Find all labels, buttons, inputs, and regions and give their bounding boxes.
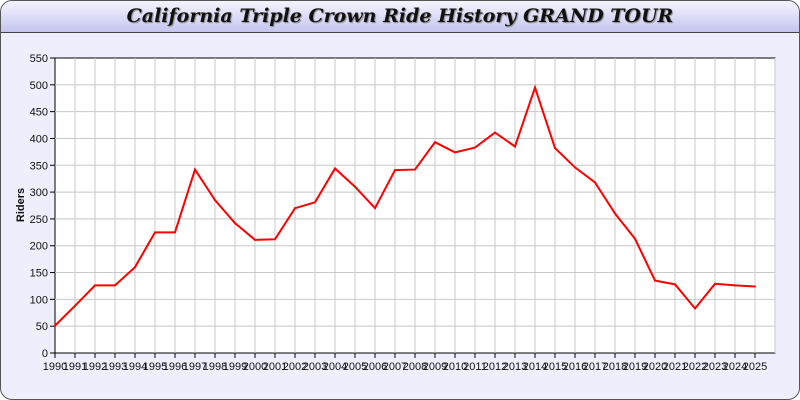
data-point-2019 [634, 237, 636, 240]
data-point-2014 [534, 86, 536, 89]
x-tick-label: 2007 [383, 361, 407, 373]
data-point-2018 [614, 212, 616, 215]
title-bar: California Triple Crown Ride History GRA… [1, 1, 799, 33]
x-tick-label: 2003 [303, 361, 327, 373]
x-tick-label: 2018 [603, 361, 627, 373]
data-point-2021 [674, 283, 676, 286]
grid [55, 58, 776, 353]
data-point-2015 [554, 147, 556, 150]
x-tick-label: 2000 [243, 361, 267, 373]
x-tick-label: 2023 [703, 361, 727, 373]
data-point-1997 [194, 168, 196, 171]
x-tick-label: 2016 [563, 361, 587, 373]
x-tick-label: 2005 [343, 361, 367, 373]
data-point-2009 [434, 141, 436, 144]
data-point-1992 [94, 284, 96, 287]
x-tick-label: 2024 [723, 361, 747, 373]
x-tick-label: 2012 [483, 361, 507, 373]
data-point-2017 [594, 181, 596, 184]
x-tick-label: 2013 [503, 361, 527, 373]
y-tick-label: 150 [30, 268, 48, 280]
y-tick-label: 550 [30, 53, 48, 65]
data-point-2011 [474, 146, 476, 149]
data-point-1994 [134, 266, 136, 269]
x-tick-label: 1991 [63, 361, 87, 373]
x-tick-label: 2009 [423, 361, 447, 373]
data-point-1998 [214, 199, 216, 202]
data-points [54, 86, 756, 327]
y-tick-label: 450 [30, 107, 48, 119]
data-point-2003 [314, 201, 316, 204]
series-line [54, 84, 756, 327]
chart-title: California Triple Crown Ride History GRA… [126, 5, 674, 27]
data-point-1996 [174, 231, 176, 234]
y-tick-label: 0 [42, 348, 48, 360]
x-tick-label: 1999 [223, 361, 247, 373]
y-tick-label: 250 [30, 214, 48, 226]
x-tick-label: 1995 [143, 361, 167, 373]
x-tick-label: 2017 [583, 361, 607, 373]
x-tick-label: 1992 [83, 361, 107, 373]
x-tick-label: 2021 [663, 361, 687, 373]
y-tick-label: 350 [30, 160, 48, 172]
data-point-2004 [334, 167, 336, 170]
y-tick-label: 400 [30, 133, 48, 145]
x-tick-label: 2014 [523, 361, 547, 373]
x-tick-label: 2019 [623, 361, 647, 373]
x-tick-label: 2010 [443, 361, 467, 373]
x-tick-label: 2015 [543, 361, 567, 373]
x-tick-label: 2006 [363, 361, 387, 373]
y-tick-label: 200 [30, 241, 48, 253]
data-point-2001 [274, 238, 276, 241]
data-point-2025 [754, 285, 756, 288]
data-point-2013 [514, 145, 516, 148]
x-tick-label: 2011 [463, 361, 487, 373]
x-tick-label: 1994 [123, 361, 147, 373]
data-point-2005 [354, 185, 356, 188]
data-point-1999 [234, 222, 236, 225]
data-point-2012 [494, 131, 496, 134]
data-point-2007 [394, 169, 396, 172]
x-tick-label: 1996 [163, 361, 187, 373]
data-point-2023 [714, 282, 716, 285]
data-point-2000 [254, 238, 256, 241]
data-point-2024 [734, 284, 736, 287]
y-axis-label: Riders [15, 188, 27, 222]
data-point-2006 [374, 207, 376, 210]
data-point-2010 [454, 151, 456, 154]
x-tick-label: 1998 [203, 361, 227, 373]
y-tick-label: 500 [30, 80, 48, 92]
y-tick-label: 50 [36, 321, 48, 333]
x-tick-label: 2001 [263, 361, 287, 373]
data-point-2002 [294, 207, 296, 210]
y-tick-label: 100 [30, 294, 48, 306]
x-tick-label: 1997 [183, 361, 207, 373]
x-tick-label: 2004 [323, 361, 347, 373]
x-tick-label: 2025 [743, 361, 767, 373]
data-point-1995 [154, 231, 156, 234]
y-axis: 0 50 100 150 200 250 300 350 400 450 500 550 [30, 53, 55, 360]
data-point-2008 [414, 168, 416, 171]
data-point-1993 [114, 284, 116, 287]
x-tick-label: 2008 [403, 361, 427, 373]
x-tick-label: 2002 [283, 361, 307, 373]
data-point-2020 [654, 279, 656, 282]
x-tick-label: 2020 [643, 361, 667, 373]
data-point-2016 [574, 166, 576, 169]
y-tick-label: 300 [30, 187, 48, 199]
x-tick-label: 1993 [103, 361, 127, 373]
x-axis: 1990199119921993199419951996199719981999… [43, 353, 767, 373]
data-point-1991 [74, 304, 76, 307]
data-point-2022 [694, 307, 696, 310]
x-tick-label: 1990 [43, 361, 67, 373]
data-point-1990 [54, 324, 56, 327]
x-tick-label: 2022 [683, 361, 707, 373]
